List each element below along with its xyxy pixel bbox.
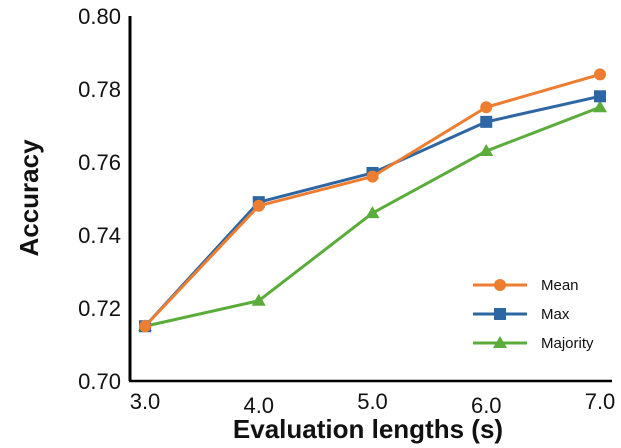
x-tick-label: 7.0 bbox=[585, 389, 616, 414]
series-layer bbox=[138, 68, 607, 333]
y-tick-label: 0.76 bbox=[78, 150, 121, 175]
series-mean bbox=[139, 68, 606, 333]
y-tick-labels: 0.70 0.72 0.74 0.76 0.78 0.80 bbox=[78, 4, 121, 394]
legend-label-mean: Mean bbox=[541, 277, 579, 294]
data-point-majority bbox=[593, 100, 607, 113]
legend-marker-max bbox=[494, 308, 506, 320]
data-point-majority bbox=[479, 144, 494, 157]
data-point-mean bbox=[366, 170, 379, 183]
axes bbox=[128, 16, 612, 383]
legend-marker-mean bbox=[494, 279, 506, 291]
data-point-max bbox=[480, 115, 493, 128]
x-tick-label: 6.0 bbox=[471, 393, 502, 418]
legend-item-mean: Mean bbox=[473, 277, 579, 294]
y-tick-label: 0.74 bbox=[78, 223, 121, 248]
legend-marker-majority bbox=[493, 336, 507, 348]
x-tick-label: 4.0 bbox=[243, 393, 274, 418]
x-tick-labels: 3.0 4.0 5.0 6.0 7.0 bbox=[130, 389, 616, 418]
data-point-mean bbox=[594, 68, 606, 81]
data-point-majority bbox=[251, 293, 266, 306]
legend-item-max: Max bbox=[473, 306, 570, 323]
data-point-majority bbox=[365, 206, 380, 219]
series-majority bbox=[138, 100, 607, 332]
x-tick-label: 3.0 bbox=[130, 389, 161, 414]
y-tick-label: 0.78 bbox=[78, 77, 121, 102]
x-tick-label: 5.0 bbox=[357, 389, 388, 414]
legend: Mean Max Majority bbox=[473, 277, 594, 352]
data-point-max bbox=[594, 90, 606, 103]
y-tick-label: 0.72 bbox=[78, 296, 121, 321]
y-tick-label: 0.70 bbox=[78, 369, 121, 394]
y-axis-title: Accuracy bbox=[14, 139, 44, 257]
y-tick-label: 0.80 bbox=[78, 4, 121, 29]
x-axis-title: Evaluation lengths (s) bbox=[233, 414, 503, 444]
legend-item-majority: Majority bbox=[473, 335, 594, 352]
legend-label-majority: Majority bbox=[541, 335, 594, 352]
legend-label-max: Max bbox=[541, 306, 570, 323]
data-point-mean bbox=[139, 320, 151, 333]
data-point-mean bbox=[252, 199, 265, 212]
data-point-mean bbox=[480, 101, 493, 114]
